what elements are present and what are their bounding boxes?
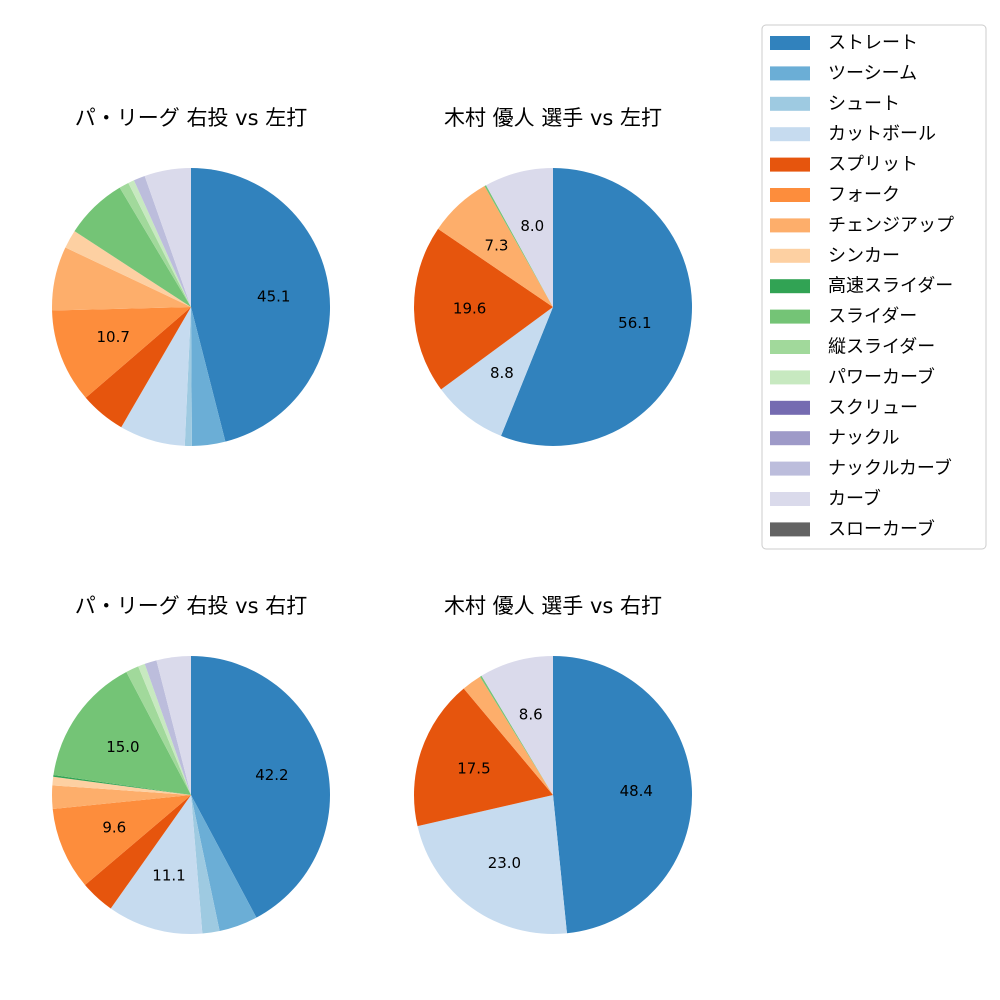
legend-label: パワーカーブ (828, 366, 935, 388)
legend-label: スプリット (828, 154, 918, 175)
pie-slice-2 (191, 307, 226, 446)
pie-slice-6 (52, 307, 191, 398)
pie-slice-7 (51, 785, 191, 809)
slice-value-label: 8.0 (520, 217, 544, 235)
chart-title: 木村 優人 選手 vs 右打 (444, 594, 662, 618)
legend-swatch (770, 522, 810, 537)
legend-swatch (770, 36, 810, 50)
legend-swatch (770, 188, 810, 202)
legend-swatch (770, 461, 810, 476)
legend-label: 縦スライダー (828, 337, 935, 358)
slice-value-label: 19.6 (453, 300, 486, 318)
pie-slice-8 (65, 231, 191, 307)
pie-slice-4 (110, 795, 203, 935)
legend-swatch (770, 157, 810, 172)
legend-swatch (770, 218, 810, 233)
legend-frame (761, 24, 987, 550)
legend-label: 高速スライダー (828, 276, 953, 297)
legend-swatch (770, 400, 810, 415)
legend-swatch (770, 248, 810, 263)
chart-title: パ・リーグ 右投 vs 右打 (75, 594, 307, 618)
pie-slice-1 (553, 656, 693, 934)
legend-label: チェンジアップ (828, 215, 954, 236)
pie-slice-1 (191, 168, 331, 442)
pie-slice-5 (414, 688, 553, 827)
legend-label: ストレート (828, 33, 918, 54)
slice-value-label: 45.1 (257, 288, 290, 306)
pie-slice-15 (144, 660, 191, 795)
pie-slice-5 (413, 228, 553, 390)
slice-value-label: 15.0 (106, 738, 139, 756)
legend-swatch (770, 340, 810, 354)
pie-slice-2 (191, 795, 257, 932)
slice-value-label: 23.0 (488, 854, 521, 872)
legend-label: ナックルカーブ (828, 457, 952, 479)
pie-slice-7 (438, 186, 553, 307)
legend-swatch (770, 66, 810, 81)
slice-value-label: 8.6 (519, 706, 543, 724)
legend-label: ツーシーム (828, 63, 917, 84)
pie-slice-10 (480, 675, 553, 795)
slice-value-label: 48.4 (620, 782, 653, 800)
legend-label: フォーク (828, 185, 900, 206)
pie-slice-10 (484, 185, 553, 307)
legend-swatch (770, 370, 810, 385)
slice-value-label: 9.6 (102, 819, 126, 837)
pie-slice-1 (191, 656, 331, 918)
pie-slice-5 (85, 795, 191, 909)
legend-swatch (770, 492, 810, 506)
pie-slice-10 (53, 671, 192, 795)
legend-swatch (770, 309, 810, 324)
pie-slice-11 (126, 666, 191, 795)
slice-value-label: 11.1 (152, 866, 185, 884)
legend-swatch (770, 431, 810, 446)
legend-label: カットボール (828, 124, 936, 145)
slice-value-label: 56.1 (618, 314, 651, 332)
pie-slice-11 (119, 182, 191, 307)
pie-slice-3 (184, 307, 192, 447)
legend-label: カーブ (828, 488, 881, 510)
pie-slice-16 (144, 168, 191, 307)
pie-slice-5 (85, 307, 191, 428)
pie-slice-7 (463, 676, 553, 795)
pie-slice-1 (501, 168, 693, 447)
pie-slice-12 (128, 180, 191, 307)
pie-slice-16 (486, 168, 553, 307)
slice-value-label: 7.3 (485, 237, 509, 255)
pie-slice-8 (52, 776, 191, 795)
pie-slice-10 (74, 187, 191, 307)
chart-title: 木村 優人 選手 vs 左打 (444, 106, 662, 130)
pie-slice-9 (53, 774, 192, 795)
slice-value-label: 42.2 (255, 766, 288, 784)
pie-slice-16 (156, 656, 191, 795)
legend-swatch (770, 127, 810, 142)
pie-chart-league-vs-right: パ・リーグ 右投 vs 右打 42.2 11.1 9.6 15.0 (51, 594, 331, 935)
legend-swatch (770, 96, 810, 111)
legend-swatch (770, 279, 810, 294)
pie-slice-4 (441, 307, 553, 436)
legend-label: スライダー (828, 306, 917, 327)
legend-label: スローカーブ (828, 518, 935, 540)
pie-slice-16 (481, 656, 553, 795)
chart-title: パ・リーグ 右投 vs 左打 (75, 106, 307, 130)
pie-slice-15 (133, 175, 191, 307)
pie-chart-kimura-vs-left: 木村 優人 選手 vs 左打 56.1 8.8 19.6 7.3 8.0 (413, 106, 693, 447)
pie-slice-4 (417, 795, 567, 935)
legend: ストレートツーシームシュートカットボールスプリットフォークチェンジアップシンカー… (761, 24, 987, 550)
pie-slice-3 (191, 795, 220, 934)
pie-slice-7 (52, 247, 191, 311)
slice-value-label: 17.5 (457, 759, 490, 777)
slice-value-label: 10.7 (96, 328, 129, 346)
legend-label: シンカー (828, 245, 900, 266)
pie-slice-12 (138, 663, 191, 795)
pie-slice-4 (121, 307, 191, 446)
pie-slice-6 (52, 795, 192, 885)
legend-label: シュート (828, 93, 900, 114)
legend-label: ナックル (828, 428, 899, 449)
slice-value-label: 8.8 (490, 364, 514, 382)
pie-chart-league-vs-left: パ・リーグ 右投 vs 左打 45.1 10.7 (52, 106, 331, 447)
pie-chart-kimura-vs-right: 木村 優人 選手 vs 右打 48.4 23.0 17.5 8.6 (414, 594, 693, 935)
legend-label: スクリュー (828, 397, 918, 418)
